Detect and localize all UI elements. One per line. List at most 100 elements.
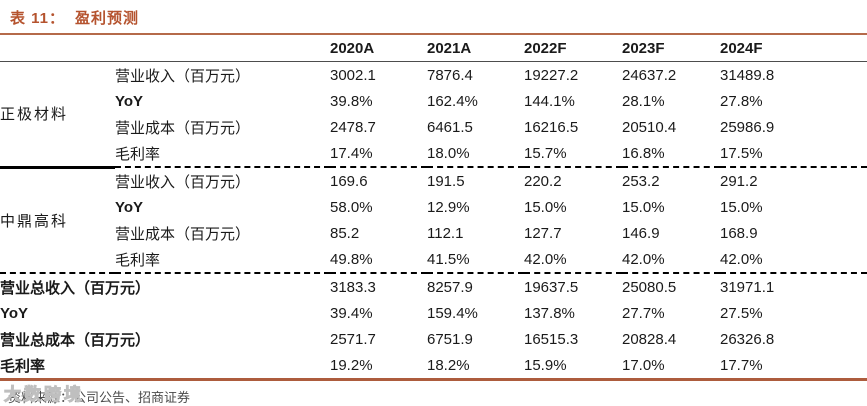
table-row: YoY 39.4% 159.4% 137.8% 27.7% 27.5% [0,300,867,326]
column-header: 2021A [427,35,524,62]
title-rule [0,33,867,35]
cell: 2571.7 [330,330,376,348]
metric-label: YoY [115,198,144,216]
table-row: 毛利率 19.2% 18.2% 15.9% 17.0% 17.7% [0,352,867,381]
cell: 253.2 [622,166,720,194]
cell: 19.2% [330,352,427,381]
cell: 28.1% [622,92,665,110]
metric-label: 营业成本（百万元） [115,118,251,137]
total-label: 营业总收入（百万元） [0,272,330,300]
column-header: 2023F [622,35,720,62]
cell: 15.0% [720,198,763,216]
cell: 159.4% [427,304,478,322]
metric-label: 毛利率 [115,250,161,269]
cell: 24637.2 [622,66,677,84]
group-label: 正极材料 [0,105,69,124]
cell: 2478.7 [330,118,376,136]
cell: 15.7% [524,144,567,162]
column-header: 2022F [524,35,622,62]
column-header: 2024F [720,35,867,62]
cell: 31971.1 [720,272,867,300]
cell: 137.8% [524,304,575,322]
cell: 169.6 [330,166,427,194]
cell: 168.9 [720,224,758,242]
cell: 27.8% [720,92,763,110]
cell: 6461.5 [427,118,473,136]
metric-label: 毛利率 [115,144,161,163]
metric-label: YoY [115,92,144,110]
source-note: 资料来源：公司公告、招商证券 [8,391,191,406]
cell: 19227.2 [524,66,579,84]
cell: 7876.4 [427,66,473,84]
cell: 20510.4 [622,118,677,136]
table-row: 毛利率 17.4% 18.0% 15.7% 16.8% 17.5% [0,140,867,167]
cell: 26326.8 [720,330,775,348]
table-number: 表 11： [10,10,66,27]
table-title-text: 盈利预测 [75,9,140,27]
metric-label: 营业收入（百万元） [115,66,251,85]
table-row: YoY 58.0% 12.9% 15.0% 15.0% 15.0% [0,194,867,220]
cell: 8257.9 [427,272,524,300]
cell: 112.1 [427,224,464,242]
cell: 18.2% [427,352,524,381]
table-row: 营业总收入（百万元） 3183.3 8257.9 19637.5 25080.5… [0,272,867,300]
cell: 15.0% [622,198,665,216]
cell: 15.0% [524,198,567,216]
cell: 191.5 [427,166,524,194]
table-row: 营业成本（百万元） 85.2 112.1 127.7 146.9 168.9 [0,220,867,246]
cell: 39.4% [330,304,373,322]
metric-label: 营业收入（百万元） [115,166,330,194]
cell: 16515.3 [524,330,579,348]
cell: 42.0% [524,250,567,268]
cell: 12.9% [427,198,470,216]
header-row: 2020A 2021A 2022F 2023F 2024F [0,35,867,62]
metric-label: 营业成本（百万元） [115,224,251,243]
cell: 127.7 [524,224,562,242]
total-label: 营业总成本（百万元） [0,330,151,349]
cell: 15.9% [524,352,622,381]
cell: 162.4% [427,92,478,110]
table-row: 毛利率 49.8% 41.5% 42.0% 42.0% 42.0% [0,246,867,273]
cell: 17.4% [330,144,373,162]
cell: 39.8% [330,92,373,110]
total-label: 毛利率 [0,352,330,381]
profit-forecast-table: 2020A 2021A 2022F 2023F 2024F 正极材料 营业收入（… [0,35,867,381]
group-label: 中鼎高科 [0,165,115,273]
cell: 25080.5 [622,272,720,300]
cell: 16216.5 [524,118,579,136]
cell: 3183.3 [330,272,427,300]
cell: 20828.4 [622,330,677,348]
cell: 16.8% [622,144,665,162]
table-row: 中鼎高科 营业收入（百万元） 169.6 191.5 220.2 253.2 2… [0,165,867,273]
cell: 49.8% [330,250,373,268]
cell: 42.0% [720,250,763,268]
cell: 144.1% [524,92,575,110]
cell: 220.2 [524,166,622,194]
cell: 27.5% [720,304,763,322]
cell: 3002.1 [330,66,376,84]
cell: 31489.8 [720,66,775,84]
table-title: 表 11： 盈利预测 [0,0,867,28]
cell: 19637.5 [524,272,622,300]
total-label: YoY [0,304,29,322]
cell: 17.0% [622,352,720,381]
cell: 18.0% [427,144,470,162]
column-header: 2020A [330,35,427,62]
cell: 27.7% [622,304,665,322]
cell: 6751.9 [427,330,473,348]
cell: 85.2 [330,224,360,242]
table-row: 营业成本（百万元） 2478.7 6461.5 16216.5 20510.4 … [0,114,867,140]
cell: 25986.9 [720,118,775,136]
table-row: 营业总成本（百万元） 2571.7 6751.9 16515.3 20828.4… [0,326,867,352]
cell: 291.2 [720,166,867,194]
cell: 42.0% [622,250,665,268]
cell: 146.9 [622,224,660,242]
cell: 17.5% [720,144,763,162]
cell: 17.7% [720,352,867,381]
cell: 41.5% [427,250,470,268]
table-row: YoY 39.8% 162.4% 144.1% 28.1% 27.8% [0,88,867,114]
header-corner [0,35,330,62]
cell: 58.0% [330,198,373,216]
table-row: 正极材料 营业收入（百万元） 3002.1 7876.4 19227.2 246… [0,62,867,124]
